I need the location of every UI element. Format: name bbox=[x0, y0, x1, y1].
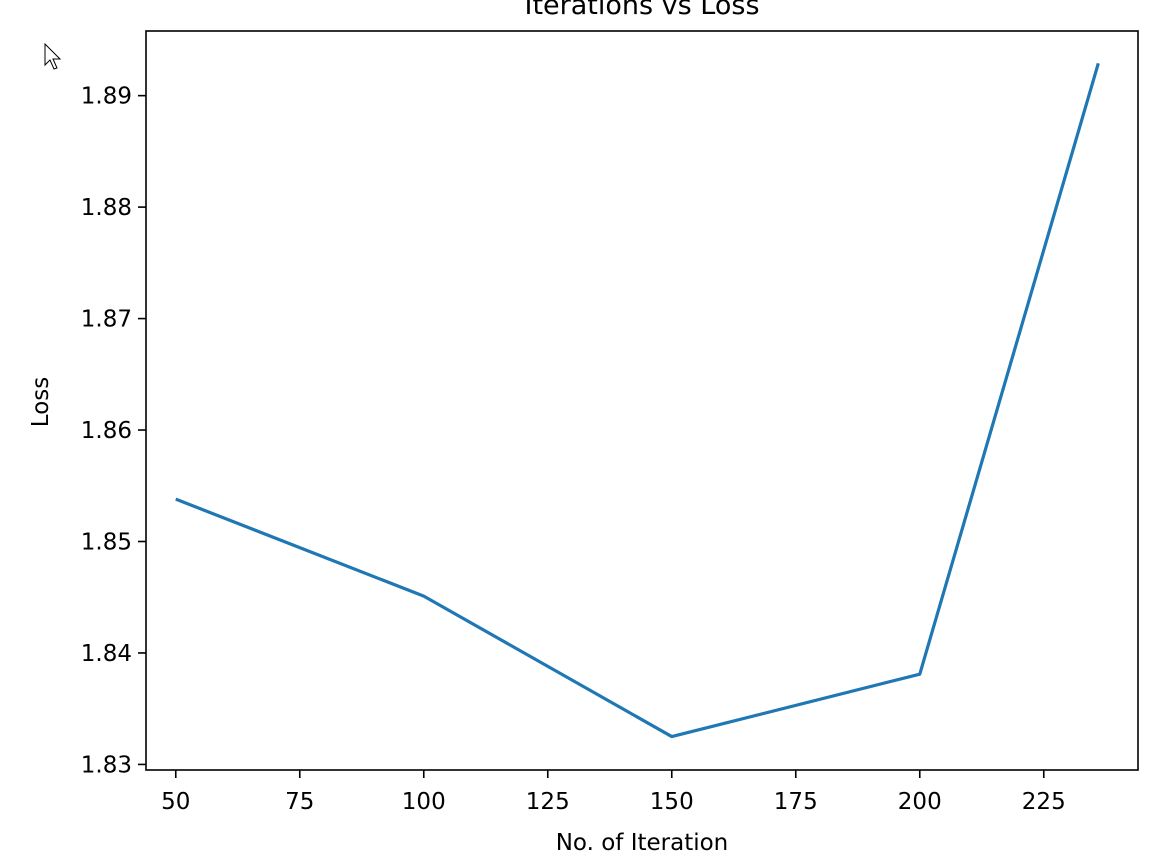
x-tick-label: 100 bbox=[402, 789, 446, 815]
y-tick-label: 1.86 bbox=[81, 418, 132, 444]
x-tick-label: 75 bbox=[285, 789, 314, 815]
x-tick-label: 150 bbox=[650, 789, 694, 815]
y-tick-label: 1.84 bbox=[81, 641, 132, 667]
y-tick-label: 1.87 bbox=[81, 307, 132, 333]
series-line bbox=[175, 62, 1100, 739]
plot-frame bbox=[145, 30, 1139, 771]
y-tick-label: 1.85 bbox=[81, 530, 132, 556]
mouse-pointer-icon bbox=[44, 43, 62, 70]
chart-title: Iterations vs Loss bbox=[524, 0, 759, 21]
y-tick-label: 1.83 bbox=[81, 752, 132, 778]
x-tick-label: 225 bbox=[1022, 789, 1066, 815]
x-tick-label: 175 bbox=[774, 789, 818, 815]
x-axis-title: No. of Iteration bbox=[556, 830, 729, 856]
y-tick-label: 1.89 bbox=[81, 84, 132, 110]
y-axis-title: Loss bbox=[28, 377, 54, 427]
y-tick-label: 1.88 bbox=[81, 195, 132, 221]
x-tick-label: 200 bbox=[898, 789, 942, 815]
x-tick-label: 50 bbox=[161, 789, 190, 815]
x-tick-label: 125 bbox=[526, 789, 570, 815]
